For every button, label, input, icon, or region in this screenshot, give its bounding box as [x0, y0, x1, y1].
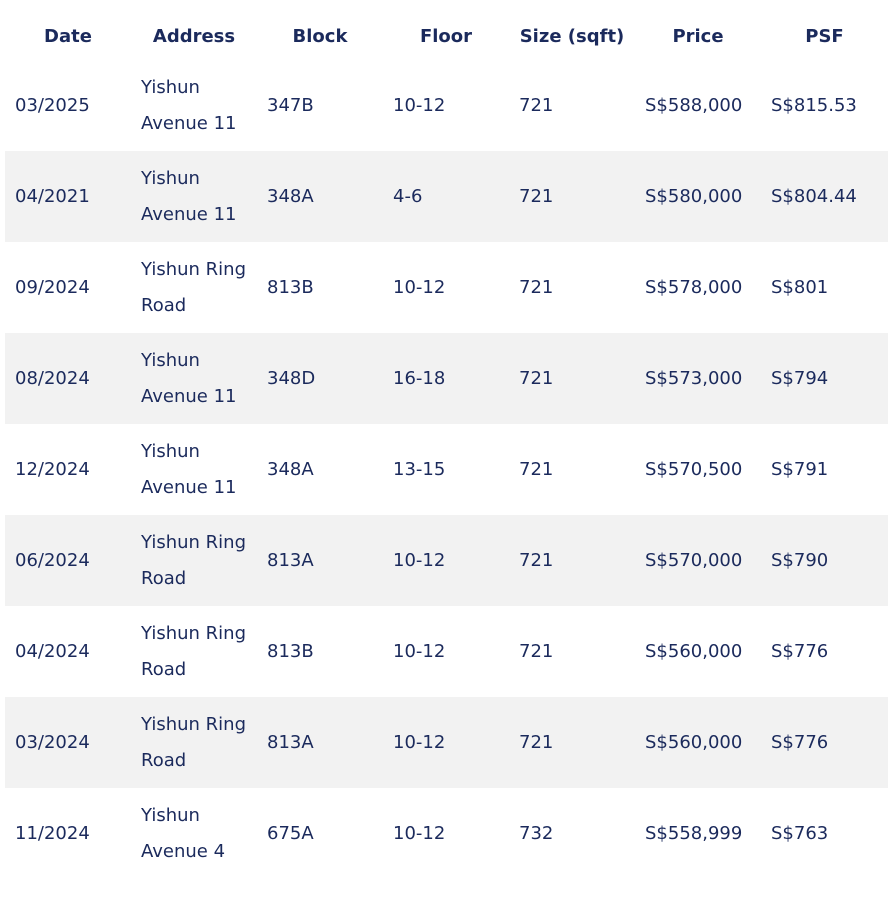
cell-size: 721	[509, 151, 635, 242]
cell-price: S$570,500	[645, 458, 743, 480]
cell-floor: 10-12	[393, 640, 446, 662]
cell-psf: S$790	[761, 515, 888, 606]
cell-date: 08/2024	[5, 333, 131, 424]
cell-date: 06/2024	[5, 515, 131, 606]
cell-address: Yishun Avenue 11	[141, 76, 237, 134]
cell-size: 721	[509, 697, 635, 788]
cell-psf: S$815.53	[771, 94, 857, 116]
cell-floor: 10-12	[393, 822, 446, 844]
cell-size: 732	[519, 822, 554, 844]
cell-block: 348A	[257, 151, 383, 242]
cell-block: 813B	[267, 640, 314, 662]
header-row: Date Address Block Floor Size (sqft) Pri…	[5, 12, 888, 60]
cell-address: Yishun Avenue 11	[141, 440, 237, 498]
cell-price: S$558,999	[645, 822, 743, 844]
cell-size: 721	[519, 458, 554, 480]
table-header: Date Address Block Floor Size (sqft) Pri…	[5, 12, 888, 60]
cell-block: 347B	[267, 94, 314, 116]
cell-price: S$578,000	[645, 276, 743, 298]
cell-date: 12/2024	[15, 458, 90, 480]
cell-price: S$560,000	[635, 697, 761, 788]
cell-date: 04/2024	[15, 640, 90, 662]
cell-floor: 4-6	[383, 151, 509, 242]
cell-floor: 10-12	[383, 515, 509, 606]
header-floor: Floor	[419, 25, 473, 47]
cell-price: S$580,000	[635, 151, 761, 242]
table-row: 03/2024 Yishun Ring Road 813A 10-12 721 …	[5, 697, 888, 788]
cell-size: 721	[519, 276, 554, 298]
cell-date: 03/2025	[15, 94, 90, 116]
cell-price: S$570,000	[635, 515, 761, 606]
table-body: 03/2025 Yishun Avenue 11 347B 10-12 721 …	[5, 60, 888, 879]
cell-psf: S$801	[771, 276, 829, 298]
cell-psf: S$794	[761, 333, 888, 424]
header-price: Price	[672, 25, 724, 47]
cell-psf: S$776	[771, 640, 829, 662]
cell-block: 348D	[257, 333, 383, 424]
cell-address: Yishun Ring Road	[131, 697, 257, 788]
cell-date: 09/2024	[15, 276, 90, 298]
cell-address: Yishun Ring Road	[131, 515, 257, 606]
cell-address: Yishun Avenue 11	[131, 151, 257, 242]
cell-date: 04/2021	[5, 151, 131, 242]
cell-psf: S$763	[771, 822, 829, 844]
table-row: 09/2024 Yishun Ring Road 813B 10-12 721 …	[5, 242, 888, 333]
cell-address: Yishun Avenue 4	[141, 804, 226, 862]
table-row: 03/2025 Yishun Avenue 11 347B 10-12 721 …	[5, 60, 888, 151]
table-row: 04/2021 Yishun Avenue 11 348A 4-6 721 S$…	[5, 151, 888, 242]
cell-price: S$573,000	[635, 333, 761, 424]
cell-block: 813A	[257, 515, 383, 606]
table-row: 12/2024 Yishun Avenue 11 348A 13-15 721 …	[5, 424, 888, 515]
cell-psf: S$791	[771, 458, 829, 480]
cell-floor: 10-12	[393, 276, 446, 298]
transactions-table: Date Address Block Floor Size (sqft) Pri…	[5, 12, 888, 879]
cell-floor: 16-18	[383, 333, 509, 424]
cell-price: S$560,000	[645, 640, 743, 662]
table-row: 11/2024 Yishun Avenue 4 675A 10-12 732 S…	[5, 788, 888, 879]
cell-block: 675A	[267, 822, 314, 844]
table-row: 06/2024 Yishun Ring Road 813A 10-12 721 …	[5, 515, 888, 606]
header-date: Date	[44, 25, 92, 47]
cell-psf: S$804.44	[761, 151, 888, 242]
cell-block: 348A	[267, 458, 314, 480]
cell-psf: S$776	[761, 697, 888, 788]
cell-block: 813A	[257, 697, 383, 788]
table-row: 04/2024 Yishun Ring Road 813B 10-12 721 …	[5, 606, 888, 697]
header-block: Block	[292, 25, 348, 47]
cell-address: Yishun Ring Road	[141, 258, 247, 316]
header-size: Size (sqft)	[519, 25, 625, 47]
cell-block: 813B	[267, 276, 314, 298]
cell-date: 03/2024	[5, 697, 131, 788]
cell-size: 721	[509, 333, 635, 424]
cell-floor: 10-12	[383, 697, 509, 788]
cell-size: 721	[519, 94, 554, 116]
cell-floor: 13-15	[393, 458, 446, 480]
cell-address: Yishun Ring Road	[141, 622, 247, 680]
header-psf: PSF	[805, 25, 844, 47]
cell-date: 11/2024	[15, 822, 90, 844]
cell-address: Yishun Avenue 11	[131, 333, 257, 424]
header-address: Address	[152, 25, 236, 47]
cell-size: 721	[519, 640, 554, 662]
cell-floor: 10-12	[393, 94, 446, 116]
cell-price: S$588,000	[645, 94, 743, 116]
table-row: 08/2024 Yishun Avenue 11 348D 16-18 721 …	[5, 333, 888, 424]
cell-size: 721	[509, 515, 635, 606]
